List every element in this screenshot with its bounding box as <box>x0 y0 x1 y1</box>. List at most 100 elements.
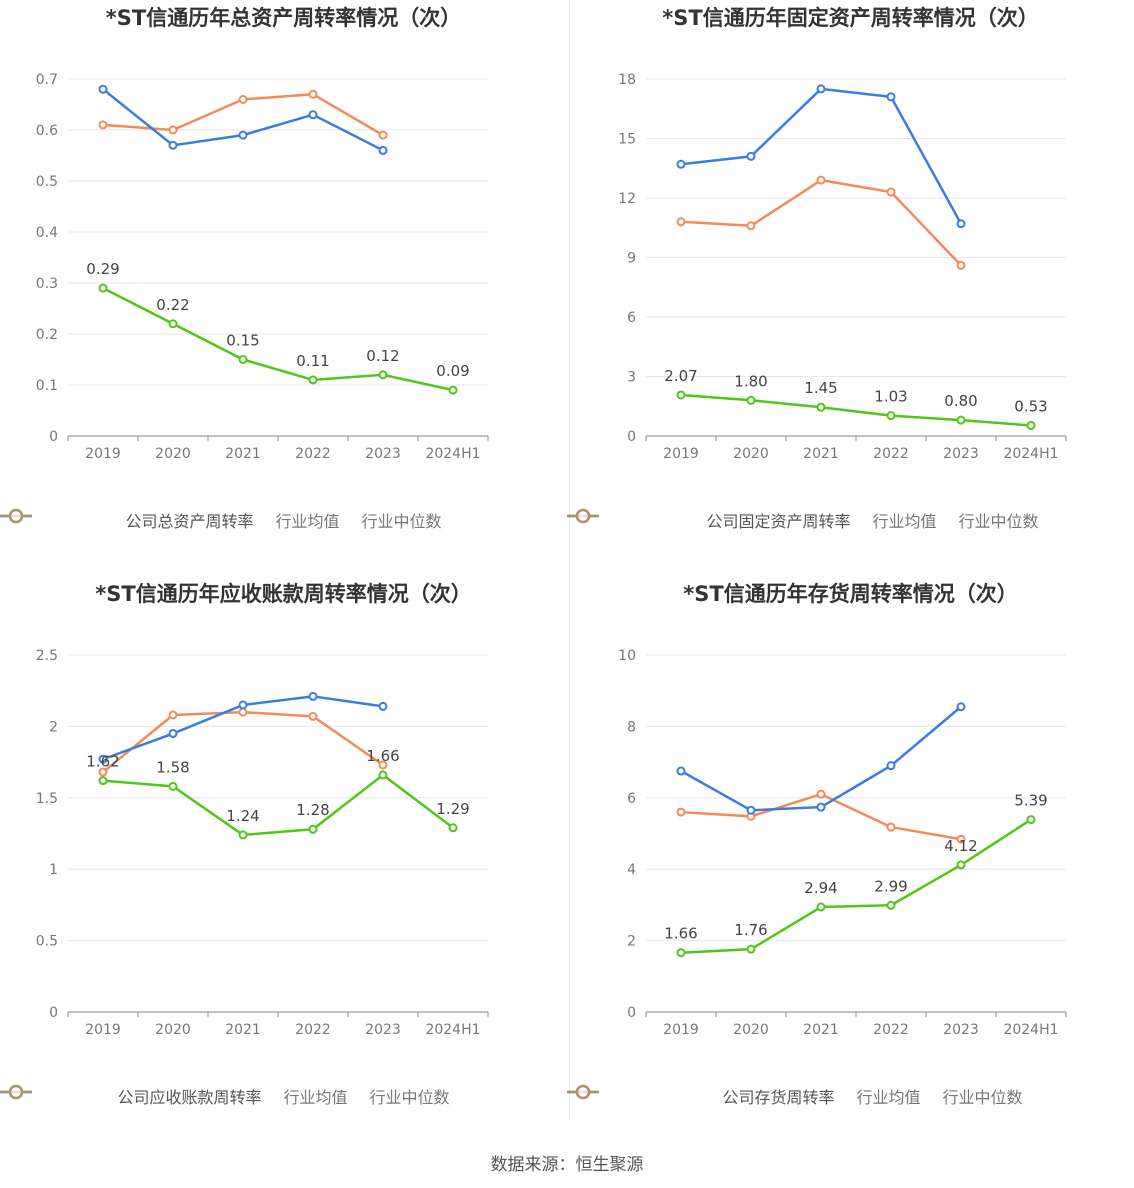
data-point[interactable] <box>308 110 318 120</box>
y-tick-label: 0 <box>627 1005 636 1021</box>
data-point[interactable] <box>746 944 756 954</box>
legend-item[interactable]: 公司应收账款周转率 <box>0 1084 261 1108</box>
data-point[interactable] <box>956 860 966 870</box>
data-point[interactable] <box>886 411 896 421</box>
data-point[interactable] <box>886 822 896 832</box>
data-point[interactable] <box>378 760 388 770</box>
data-point[interactable] <box>98 776 108 786</box>
data-point[interactable] <box>746 805 756 815</box>
y-tick-label: 12 <box>618 191 636 207</box>
data-label: 0.15 <box>226 332 259 350</box>
legend-item[interactable]: 行业中位数 <box>0 1084 450 1108</box>
data-point[interactable] <box>746 151 756 161</box>
x-tick-label: 2021 <box>225 446 261 462</box>
legend-item[interactable]: 行业中位数 <box>567 508 1039 532</box>
data-point[interactable] <box>238 130 248 140</box>
legend-item[interactable]: 行业均值 <box>567 1084 921 1108</box>
data-point[interactable] <box>238 355 248 364</box>
data-point[interactable] <box>956 260 966 270</box>
data-point[interactable] <box>746 221 756 231</box>
data-point[interactable] <box>956 834 966 844</box>
data-label: 4.12 <box>944 837 977 855</box>
data-label: 1.45 <box>804 379 837 397</box>
legend-line-circle-icon <box>0 508 32 524</box>
data-point[interactable] <box>308 824 318 834</box>
chart-legend: 公司应收账款周转率 行业均值 行业中位数 <box>0 1084 567 1108</box>
data-point[interactable] <box>378 370 388 380</box>
x-tick-label: 2022 <box>295 1022 331 1038</box>
data-point[interactable] <box>168 781 178 791</box>
data-point[interactable] <box>378 701 388 711</box>
inventory-turnover-chart: *ST信通历年存货周转率情况（次） 0 2 4 6 8 10 2019 2020 2021 202… <box>567 576 1134 1152</box>
legend-label: 行业中位数 <box>369 1088 450 1107</box>
data-point[interactable] <box>238 830 248 840</box>
legend-item[interactable]: 公司总资产周转率 <box>0 508 253 532</box>
data-label: 2.99 <box>874 877 907 895</box>
data-point[interactable] <box>378 130 388 140</box>
x-tick-label: 2020 <box>155 446 191 462</box>
data-label: 0.22 <box>156 296 189 314</box>
data-point[interactable] <box>676 948 686 958</box>
data-label: 1.66 <box>664 925 697 943</box>
chart-title: *ST信通历年总资产周转率情况（次） <box>105 6 462 30</box>
data-point[interactable] <box>98 754 108 764</box>
data-point[interactable] <box>886 187 896 197</box>
data-point[interactable] <box>98 283 108 293</box>
data-point[interactable] <box>676 766 686 776</box>
data-point[interactable] <box>98 120 108 130</box>
legend-item[interactable]: 行业均值 <box>0 1084 348 1108</box>
y-tick-label: 1.5 <box>36 791 58 807</box>
data-point[interactable] <box>308 375 318 385</box>
data-point[interactable] <box>886 761 896 771</box>
data-point[interactable] <box>676 807 686 817</box>
data-point[interactable] <box>886 92 896 102</box>
data-point[interactable] <box>168 729 178 739</box>
data-point[interactable] <box>816 789 826 799</box>
data-point[interactable] <box>238 94 248 104</box>
data-point[interactable] <box>1026 815 1036 825</box>
data-point[interactable] <box>378 145 388 155</box>
legend-item[interactable]: 行业均值 <box>567 508 937 532</box>
chart-plot: 0 3 6 9 12 15 18 2019 2020 2021 2022 2023 2024H1 2.07… <box>618 72 1067 462</box>
data-point[interactable] <box>448 823 458 833</box>
data-point[interactable] <box>308 89 318 99</box>
data-label: 0.09 <box>436 362 469 380</box>
data-point[interactable] <box>168 140 178 150</box>
data-point[interactable] <box>886 900 896 910</box>
data-point[interactable] <box>676 159 686 169</box>
data-point[interactable] <box>816 802 826 812</box>
data-point[interactable] <box>816 175 826 185</box>
data-point[interactable] <box>956 702 966 712</box>
data-point[interactable] <box>956 415 966 425</box>
legend-item[interactable]: 行业均值 <box>0 508 340 532</box>
data-point[interactable] <box>676 390 686 400</box>
data-label: 0.11 <box>296 352 329 370</box>
data-point[interactable] <box>168 710 178 720</box>
data-point[interactable] <box>238 700 248 710</box>
data-point[interactable] <box>956 219 966 229</box>
data-point[interactable] <box>238 707 248 717</box>
legend-item[interactable]: 公司存货周转率 <box>567 1084 834 1108</box>
data-point[interactable] <box>308 711 318 721</box>
data-point[interactable] <box>98 767 108 777</box>
series-line <box>680 393 1032 427</box>
data-point[interactable] <box>168 319 178 329</box>
data-point[interactable] <box>816 402 826 412</box>
data-point[interactable] <box>746 395 756 405</box>
data-point[interactable] <box>168 125 178 135</box>
data-point[interactable] <box>676 217 686 227</box>
data-point[interactable] <box>448 385 458 395</box>
legend-item[interactable]: 公司固定资产周转率 <box>567 508 850 532</box>
legend-item[interactable]: 行业中位数 <box>0 508 442 532</box>
data-point[interactable] <box>378 770 388 780</box>
data-label: 1.58 <box>156 758 189 776</box>
series-line <box>680 818 1032 954</box>
data-point[interactable] <box>308 691 318 701</box>
data-point[interactable] <box>98 84 108 94</box>
data-point[interactable] <box>816 902 826 912</box>
data-point[interactable] <box>816 84 826 94</box>
data-point[interactable] <box>1026 420 1036 430</box>
legend-item[interactable]: 行业中位数 <box>567 1084 1023 1108</box>
x-tick-label: 2022 <box>295 446 331 462</box>
y-tick-label: 0.5 <box>36 934 58 950</box>
